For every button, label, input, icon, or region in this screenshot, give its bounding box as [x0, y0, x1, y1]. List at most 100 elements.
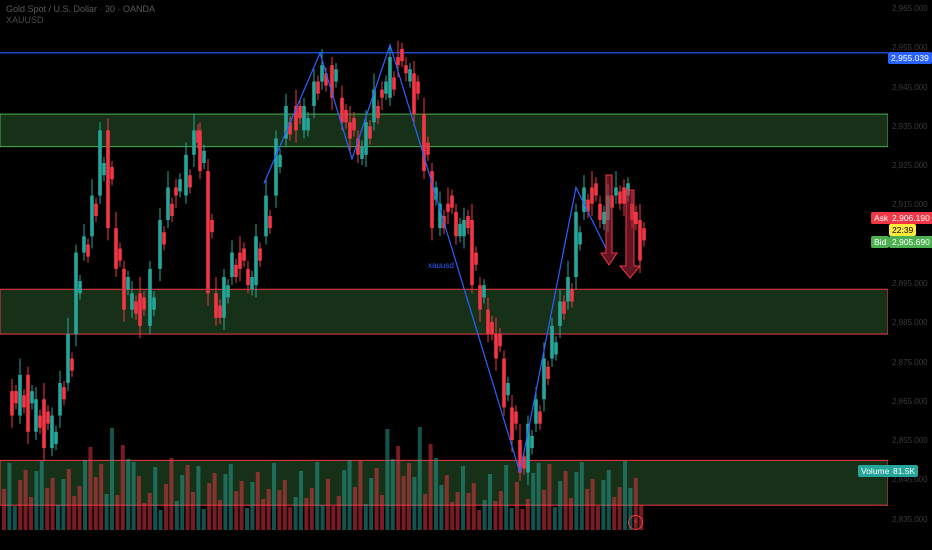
candle-body: [450, 195, 454, 208]
volume-bar: [158, 510, 163, 530]
candle-body: [298, 105, 302, 119]
candle-body: [110, 167, 114, 180]
volume-bar: [423, 494, 428, 530]
candle-body: [316, 81, 320, 94]
candle-body: [578, 232, 582, 245]
volume-bar: [164, 484, 168, 530]
candle-body: [474, 252, 478, 265]
volume-bar: [569, 498, 573, 530]
volume-bar: [342, 470, 347, 530]
volume-bar: [428, 444, 433, 530]
volume-bar: [228, 464, 233, 530]
volume-bar: [525, 499, 530, 530]
volume-bar: [596, 506, 600, 530]
candle-body: [430, 171, 434, 229]
volume-bar: [212, 473, 217, 530]
candle-body: [102, 162, 106, 176]
volume-bar: [455, 492, 460, 530]
candle-body: [268, 215, 272, 229]
volume-bar: [520, 509, 525, 530]
volume-bar: [2, 489, 6, 530]
volume-bar: [363, 504, 368, 530]
price-axis-tick: 2,875.000: [892, 357, 928, 367]
candle-body: [514, 411, 518, 424]
candle-body: [312, 81, 316, 106]
candle-body: [494, 334, 498, 359]
volume-bar: [39, 461, 44, 530]
xauusd-annotation[interactable]: xauusd: [428, 261, 454, 270]
candle-body: [284, 105, 288, 139]
candle-body: [598, 203, 602, 220]
candle-body: [590, 187, 594, 204]
volume-bar: [72, 496, 77, 530]
volume-bar: [34, 471, 39, 530]
volume-label: Volume: [858, 465, 893, 477]
volume-bar: [309, 488, 314, 530]
volume-bar: [461, 466, 465, 530]
candle-body: [412, 73, 416, 115]
volume-bar: [509, 508, 514, 530]
candle-body: [94, 203, 98, 216]
candle-body: [188, 175, 192, 188]
volume-bar: [331, 506, 336, 530]
volume-bar: [234, 491, 239, 530]
volume-bar: [628, 488, 633, 530]
candle-body: [22, 395, 26, 408]
volume-bar: [153, 467, 158, 530]
ask-label: Ask: [871, 212, 892, 224]
volume-bar: [185, 465, 190, 530]
candle-body: [142, 297, 146, 310]
candle-body: [26, 374, 30, 432]
volume-bar: [552, 507, 557, 530]
volume-bar: [585, 489, 590, 530]
volume-bar: [7, 463, 12, 530]
price-axis-tick: 2,865.000: [892, 396, 928, 406]
candle-body: [458, 224, 462, 237]
price-axis-tick: 2,895.000: [892, 279, 928, 288]
candle-body: [10, 391, 14, 416]
candle-body: [196, 130, 200, 143]
volume-bar: [218, 500, 222, 530]
candle-body: [364, 122, 368, 155]
volume-bar: [579, 462, 584, 530]
candle-body: [78, 281, 82, 294]
candle-body: [542, 358, 546, 400]
volume-bar: [353, 487, 357, 530]
candle-body: [38, 415, 42, 428]
price-chart[interactable]: [0, 0, 888, 550]
candle-body: [538, 411, 542, 424]
candle-body: [152, 297, 156, 310]
candle-body: [62, 387, 66, 400]
volume-bar: [347, 460, 352, 530]
volume-bar: [261, 499, 266, 530]
volume-bar: [191, 492, 195, 530]
volume-bar: [439, 485, 444, 530]
volume-bar: [77, 486, 82, 530]
bar-countdown: 22:39: [889, 224, 917, 236]
volume-bar: [401, 476, 406, 530]
volume-bar: [110, 428, 114, 530]
candle-body: [352, 118, 356, 131]
lightning-icon[interactable]: ⚡: [628, 515, 643, 530]
candle-body: [242, 248, 246, 261]
candle-body: [408, 69, 412, 82]
volume-bar: [180, 475, 185, 530]
candle-body: [42, 399, 46, 449]
candle-body: [46, 411, 50, 424]
volume-bar: [558, 481, 563, 530]
volume-bar: [531, 473, 536, 530]
candle-body: [288, 122, 292, 135]
candle-body: [570, 289, 574, 302]
price-axis-tick: 2,935.000: [892, 121, 928, 131]
volume-bar: [282, 480, 287, 530]
candle-body: [526, 423, 530, 473]
candle-body: [372, 89, 376, 123]
volume-bar: [547, 464, 552, 530]
volume-bar: [336, 496, 341, 530]
volume-bar: [515, 482, 519, 530]
volume-bar: [147, 493, 152, 530]
volume-bar: [407, 463, 411, 530]
volume-bar: [304, 498, 309, 530]
candle-body: [446, 203, 450, 212]
candle-body: [498, 334, 502, 347]
